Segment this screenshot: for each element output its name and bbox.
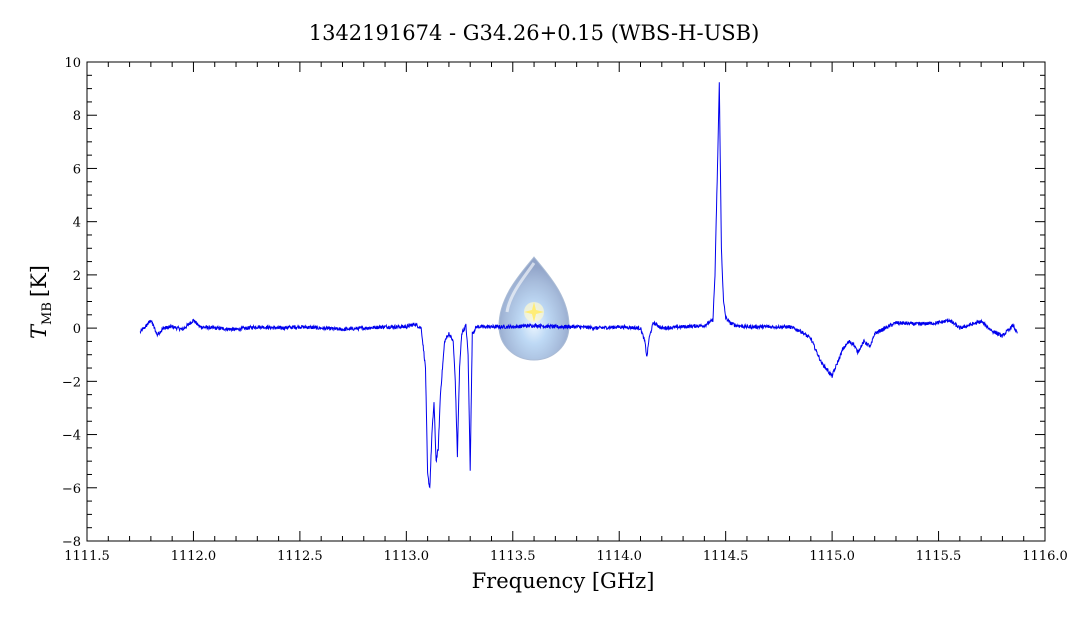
axis-ticks (86, 61, 1046, 542)
x-tick-labels: 1111.5 1112.0 1112.5 1113.0 1113.5 1114.0 1114… (64, 549, 1068, 564)
spectrum-line (139, 82, 1018, 489)
x-tick-label: 1115.5 (916, 549, 962, 564)
water-drop-logo (498, 256, 570, 361)
svg-text:TMB[K]: TMB [K] (27, 265, 55, 339)
x-tick-label: 1112.5 (277, 549, 323, 564)
y-tick-label: 0 (73, 322, 81, 337)
y-axis-label-unit: [K] (27, 265, 51, 297)
x-tick-label: 1114.0 (596, 549, 642, 564)
x-tick-label: 1114.5 (703, 549, 749, 564)
x-tick-label: 1113.5 (490, 549, 536, 564)
x-tick-label: 1111.5 (64, 549, 110, 564)
y-axis-label: TMB [K] (27, 265, 55, 339)
y-tick-label: −2 (62, 375, 81, 390)
y-tick-label: 2 (73, 269, 81, 284)
x-tick-label: 1112.0 (171, 549, 217, 564)
y-axis-label-subscript: MB (40, 302, 55, 325)
plot-frame (86, 61, 1046, 542)
y-tick-label: −8 (62, 535, 81, 550)
y-tick-label: 8 (73, 109, 81, 124)
y-tick-label: −6 (62, 482, 81, 497)
y-tick-labels: −8 −6 −4 −2 0 2 4 6 8 10 (62, 56, 81, 550)
y-tick-label: 10 (64, 56, 81, 71)
x-axis-label: Frequency [GHz] (472, 569, 655, 593)
y-tick-label: −4 (62, 429, 81, 444)
x-tick-label: 1113.0 (384, 549, 430, 564)
x-tick-label: 1115.0 (809, 549, 855, 564)
y-tick-label: 4 (73, 216, 81, 231)
y-tick-label: 6 (73, 162, 81, 177)
chart-title: 1342191674 - G34.26+0.15 (WBS-H-USB) (309, 21, 760, 45)
x-tick-label: 1116.0 (1022, 549, 1068, 564)
y-axis-label-main: T (27, 323, 51, 339)
